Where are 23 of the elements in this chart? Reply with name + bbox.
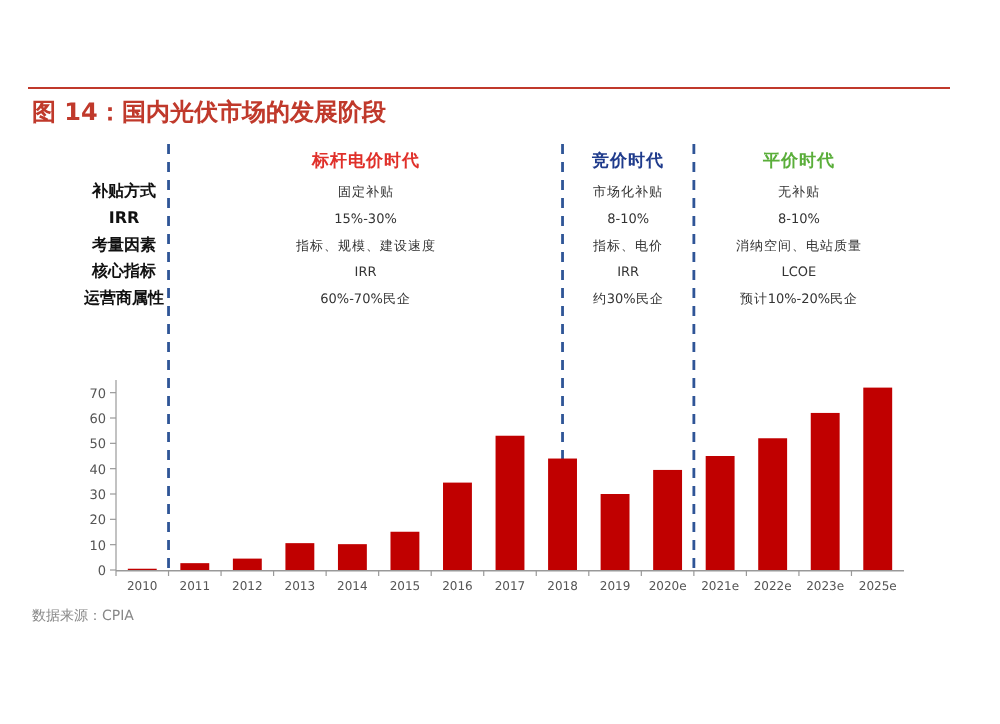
bar	[180, 563, 210, 570]
text: 图 14：国内光伏市场的发展阶段	[32, 98, 388, 126]
bar	[548, 458, 577, 570]
category-label: 核心指标	[92, 262, 156, 281]
category-label: 竞价时代	[590, 150, 665, 172]
bar	[863, 387, 893, 570]
bar	[653, 469, 683, 570]
bar	[810, 412, 840, 570]
bar	[390, 531, 420, 570]
category-label: 标杆电价时代	[309, 150, 420, 172]
category-label: 运营商属性	[84, 289, 164, 308]
category-label: 补贴方式	[92, 182, 156, 200]
category-label: IRR	[108, 208, 140, 227]
bar	[443, 482, 472, 570]
bar	[600, 494, 630, 570]
bar	[495, 435, 525, 570]
bar	[758, 438, 788, 570]
bar	[232, 558, 262, 570]
category-label: 平价时代	[760, 150, 835, 172]
bar	[285, 543, 315, 570]
bar	[705, 456, 735, 570]
category-label: 考量因素	[92, 235, 156, 254]
bar	[337, 544, 367, 570]
